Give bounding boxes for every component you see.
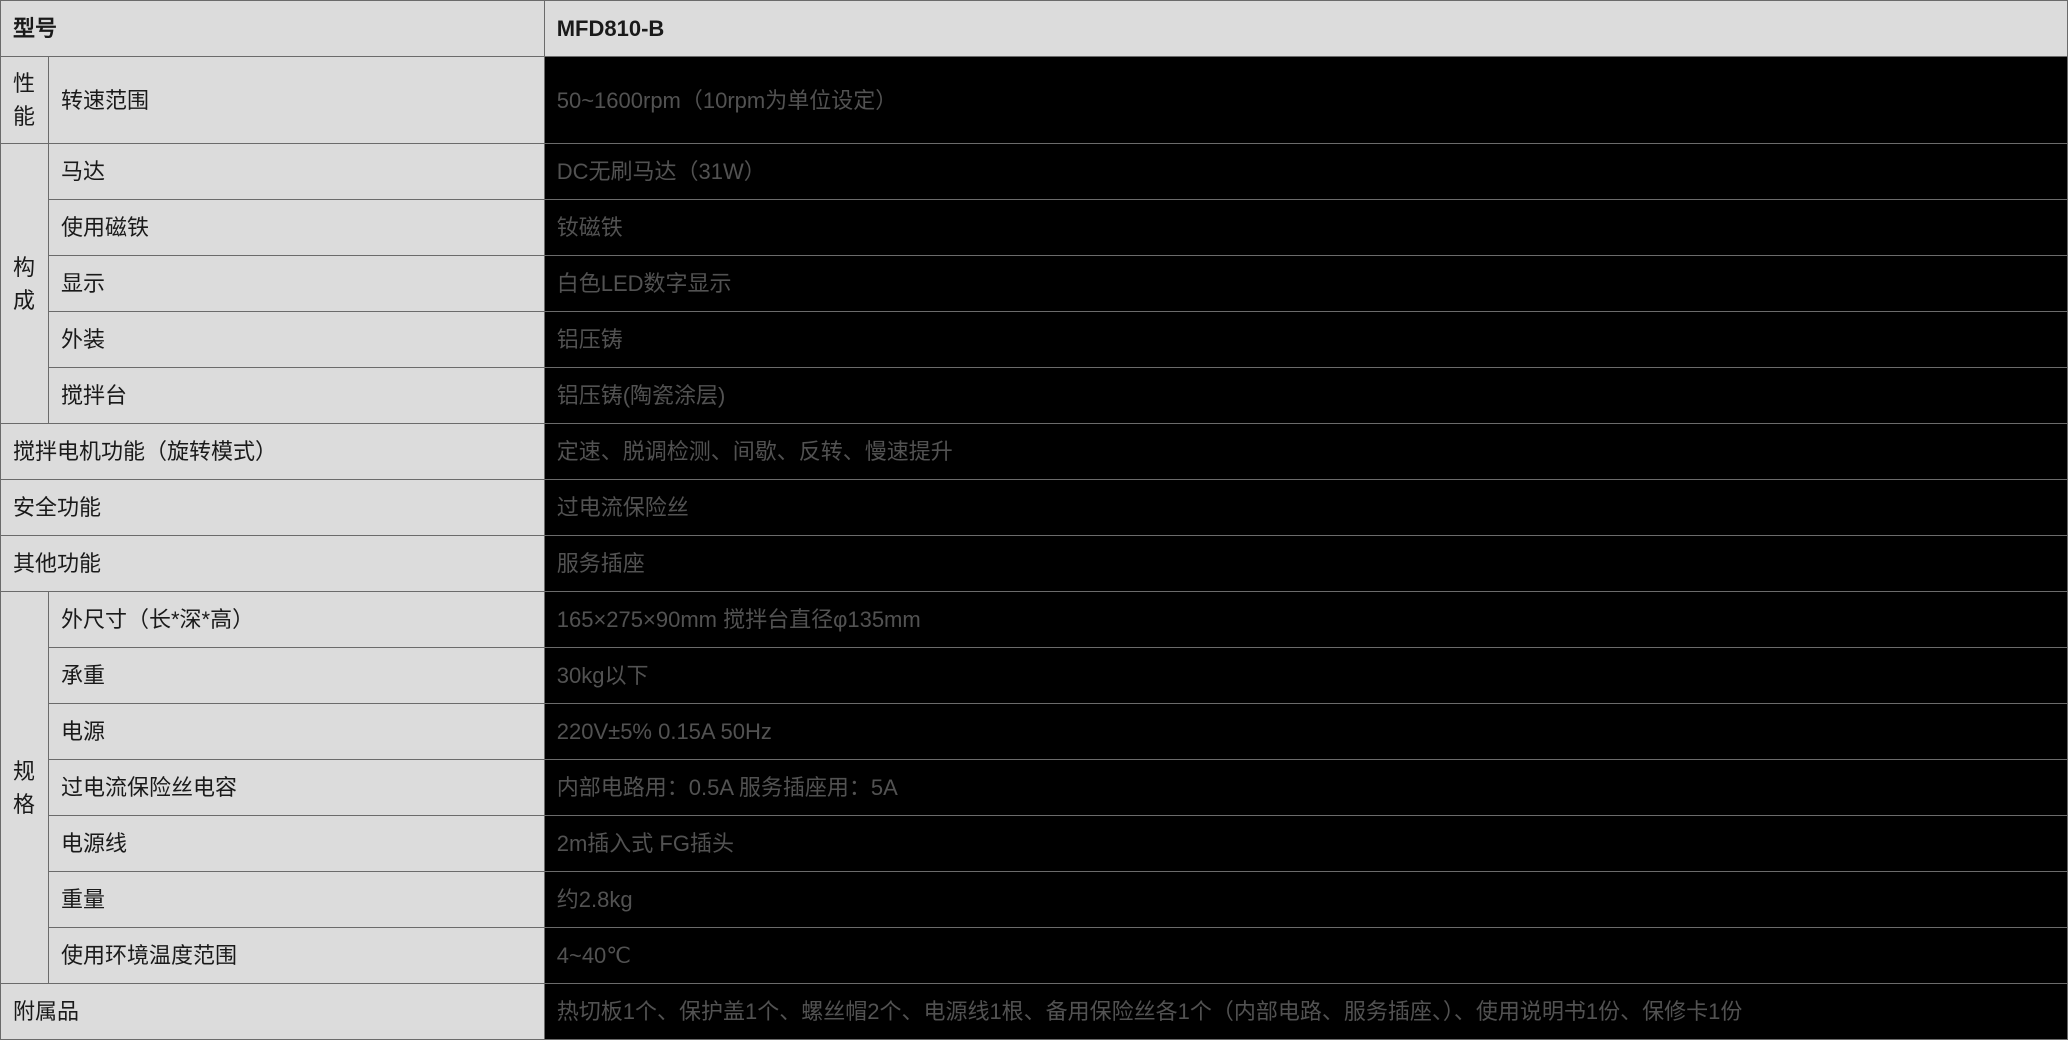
accessories-label: 附属品 — [1, 984, 545, 1040]
spec-fuse-value: 内部电路用：0.5A 服务插座用：5A — [544, 760, 2067, 816]
comp-display-label: 显示 — [48, 256, 544, 312]
spec-weight-label: 重量 — [48, 872, 544, 928]
spec-load-value: 30kg以下 — [544, 648, 2067, 704]
comp-motor-label: 马达 — [48, 144, 544, 200]
spec-weight-value: 约2.8kg — [544, 872, 2067, 928]
row-comp-display: 显示 白色LED数字显示 — [1, 256, 2068, 312]
row-model: 型号 MFD810-B — [1, 1, 2068, 57]
spec-fuse-label: 过电流保险丝电容 — [48, 760, 544, 816]
stirrer-function-value: 定速、脱调检测、间歇、反转、慢速提升 — [544, 424, 2067, 480]
spec-temp-value: 4~40℃ — [544, 928, 2067, 984]
row-spec-weight: 重量 约2.8kg — [1, 872, 2068, 928]
spec-dimensions-value: 165×275×90mm 搅拌台直径φ135mm — [544, 592, 2067, 648]
comp-stirplate-label: 搅拌台 — [48, 368, 544, 424]
comp-stirplate-value: 铝压铸(陶瓷涂层) — [544, 368, 2067, 424]
row-comp-magnet: 使用磁铁 钕磁铁 — [1, 200, 2068, 256]
spec-cord-value: 2m插入式 FG插头 — [544, 816, 2067, 872]
perf-speed-label: 转速范围 — [48, 57, 544, 144]
row-comp-motor: 构成 马达 DC无刷马达（31W） — [1, 144, 2068, 200]
row-spec-temp: 使用环境温度范围 4~40℃ — [1, 928, 2068, 984]
category-specs: 规格 — [1, 592, 49, 984]
row-spec-power: 电源 220V±5% 0.15A 50Hz — [1, 704, 2068, 760]
safety-function-label: 安全功能 — [1, 480, 545, 536]
perf-speed-value: 50~1600rpm（10rpm为单位设定） — [544, 57, 2067, 144]
comp-magnet-label: 使用磁铁 — [48, 200, 544, 256]
spec-power-label: 电源 — [48, 704, 544, 760]
comp-magnet-value: 钕磁铁 — [544, 200, 2067, 256]
comp-display-value: 白色LED数字显示 — [544, 256, 2067, 312]
row-accessories: 附属品 热切板1个、保护盖1个、螺丝帽2个、电源线1根、备用保险丝各1个（内部电… — [1, 984, 2068, 1040]
row-other-function: 其他功能 服务插座 — [1, 536, 2068, 592]
model-value: MFD810-B — [544, 1, 2067, 57]
spec-cord-label: 电源线 — [48, 816, 544, 872]
other-function-value: 服务插座 — [544, 536, 2067, 592]
row-spec-fuse: 过电流保险丝电容 内部电路用：0.5A 服务插座用：5A — [1, 760, 2068, 816]
comp-exterior-value: 铝压铸 — [544, 312, 2067, 368]
spec-power-value: 220V±5% 0.15A 50Hz — [544, 704, 2067, 760]
row-comp-stirplate: 搅拌台 铝压铸(陶瓷涂层) — [1, 368, 2068, 424]
comp-exterior-label: 外装 — [48, 312, 544, 368]
stirrer-function-label: 搅拌电机功能（旋转模式） — [1, 424, 545, 480]
row-safety-function: 安全功能 过电流保险丝 — [1, 480, 2068, 536]
row-spec-dimensions: 规格 外尺寸（长*深*高） 165×275×90mm 搅拌台直径φ135mm — [1, 592, 2068, 648]
other-function-label: 其他功能 — [1, 536, 545, 592]
comp-motor-value: DC无刷马达（31W） — [544, 144, 2067, 200]
spec-load-label: 承重 — [48, 648, 544, 704]
row-stirrer-function: 搅拌电机功能（旋转模式） 定速、脱调检测、间歇、反转、慢速提升 — [1, 424, 2068, 480]
category-composition: 构成 — [1, 144, 49, 424]
accessories-value: 热切板1个、保护盖1个、螺丝帽2个、电源线1根、备用保险丝各1个（内部电路、服务… — [544, 984, 2067, 1040]
row-comp-exterior: 外装 铝压铸 — [1, 312, 2068, 368]
row-spec-cord: 电源线 2m插入式 FG插头 — [1, 816, 2068, 872]
row-perf-speed: 性能 转速范围 50~1600rpm（10rpm为单位设定） — [1, 57, 2068, 144]
category-performance: 性能 — [1, 57, 49, 144]
safety-function-value: 过电流保险丝 — [544, 480, 2067, 536]
spec-temp-label: 使用环境温度范围 — [48, 928, 544, 984]
spec-table: 型号 MFD810-B 性能 转速范围 50~1600rpm（10rpm为单位设… — [0, 0, 2068, 1040]
spec-dimensions-label: 外尺寸（长*深*高） — [48, 592, 544, 648]
model-label: 型号 — [1, 1, 545, 57]
row-spec-load: 承重 30kg以下 — [1, 648, 2068, 704]
